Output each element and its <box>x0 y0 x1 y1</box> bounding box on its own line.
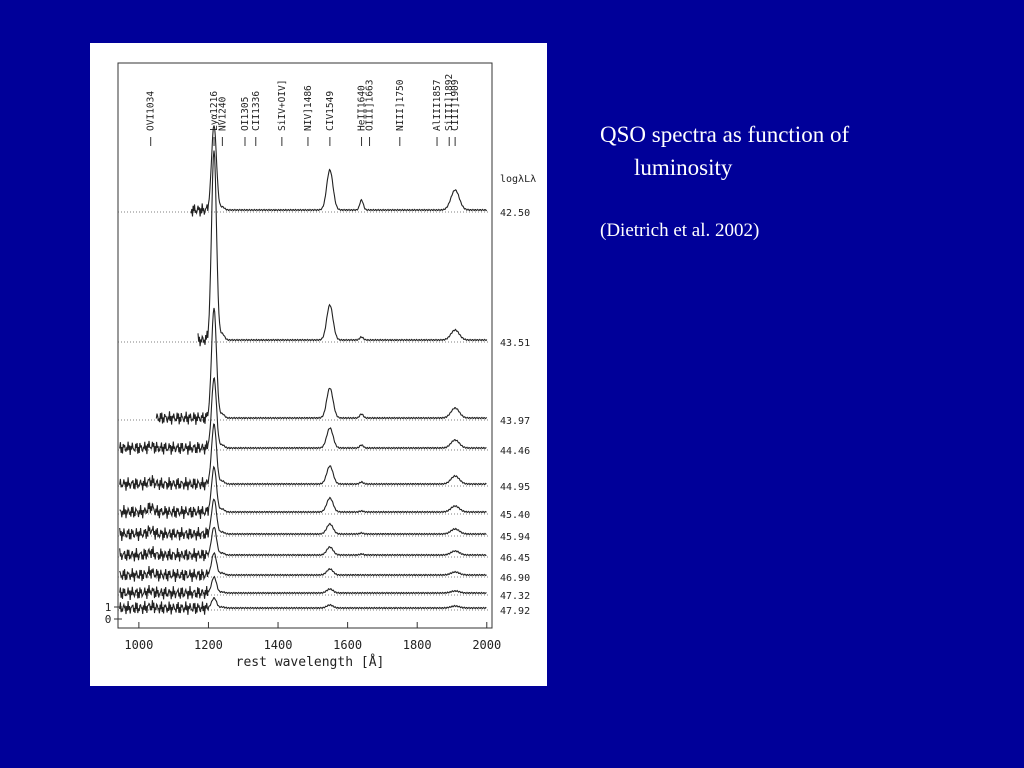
line-label: HeII1640 <box>357 85 368 131</box>
x-tick-label: 1000 <box>124 638 153 652</box>
luminosity-label: 47.92 <box>500 606 530 617</box>
luminosity-label: 42.50 <box>500 208 530 219</box>
line-label: OVI1034 <box>146 91 157 131</box>
luminosity-label: 44.46 <box>500 446 530 457</box>
spectrum <box>119 498 487 542</box>
figure-background <box>90 43 547 686</box>
luminosity-label: 46.45 <box>500 553 530 564</box>
line-label: SiIII]1892 <box>444 74 455 131</box>
spectrum <box>197 150 488 347</box>
line-label: OIII]1663 <box>365 80 376 131</box>
y-axis-label: logλLλ <box>500 174 536 185</box>
luminosity-label: 43.51 <box>500 338 530 349</box>
x-tick-label: 1400 <box>264 638 293 652</box>
citation: (Dietrich et al. 2002) <box>600 220 760 241</box>
line-label: CIV1549 <box>325 91 336 131</box>
line-label: CII1336 <box>251 91 262 131</box>
luminosity-label: 44.95 <box>500 482 530 493</box>
luminosity-label: 47.32 <box>500 591 530 602</box>
luminosity-label: 45.94 <box>500 532 530 543</box>
x-tick-label: 1800 <box>403 638 432 652</box>
y-tick-label: 1 <box>105 601 112 614</box>
line-label: CIII]1909 <box>450 79 461 131</box>
luminosity-label: 46.90 <box>500 573 530 584</box>
spectrum <box>119 551 487 583</box>
spectrum <box>119 465 487 520</box>
luminosity-label: 43.97 <box>500 416 530 427</box>
line-label: NIV]1486 <box>303 85 314 131</box>
plot-frame <box>117 62 493 629</box>
slide-title: QSO spectra as function of luminosity <box>600 122 850 180</box>
line-label: Lyα1216 <box>209 91 220 131</box>
spectrum <box>119 423 487 491</box>
spectrum <box>119 597 487 615</box>
x-tick-label: 2000 <box>472 638 501 652</box>
luminosity-label: 45.40 <box>500 510 530 521</box>
x-tick-label: 1200 <box>194 638 223 652</box>
spectrum <box>119 377 487 455</box>
line-label: OI1305 <box>240 97 251 131</box>
line-label: AlIII1857 <box>432 80 443 131</box>
x-tick-label: 1600 <box>333 638 362 652</box>
line-label: NV1240 <box>217 96 228 131</box>
figure: rest wavelength [Å] logλLλ 1000 1200 1400 1… <box>90 43 547 686</box>
line-label: SiIV+OIV] <box>277 80 288 131</box>
spectrum <box>190 125 488 217</box>
x-axis-label: rest wavelength [Å] <box>236 654 385 670</box>
spectrum <box>119 526 487 562</box>
spectrum <box>155 307 488 425</box>
line-label: NIII]1750 <box>395 79 406 131</box>
spectrum <box>119 575 487 601</box>
y-tick-label: 0 <box>105 613 112 626</box>
